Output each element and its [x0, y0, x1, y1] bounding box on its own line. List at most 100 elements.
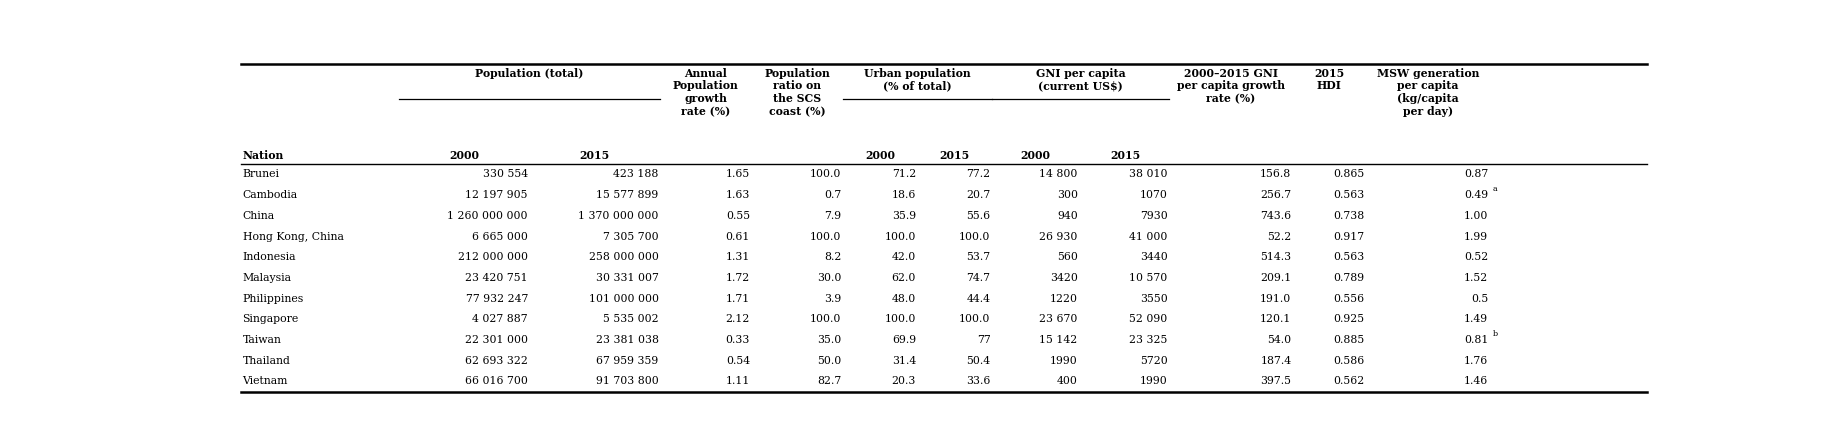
Text: 940: 940	[1057, 211, 1077, 221]
Text: GNI per capita
(current US$): GNI per capita (current US$)	[1035, 68, 1125, 91]
Text: 1.99: 1.99	[1465, 232, 1489, 241]
Text: 30 331 007: 30 331 007	[596, 273, 658, 283]
Text: 300: 300	[1057, 190, 1077, 200]
Text: 0.865: 0.865	[1333, 169, 1364, 180]
Text: 0.87: 0.87	[1463, 169, 1489, 180]
Text: 743.6: 743.6	[1261, 211, 1292, 221]
Text: 3440: 3440	[1140, 252, 1167, 262]
Text: 0.925: 0.925	[1333, 314, 1364, 324]
Text: 1.72: 1.72	[726, 273, 750, 283]
Text: 77 932 247: 77 932 247	[465, 294, 528, 304]
Text: 100.0: 100.0	[884, 232, 915, 241]
Text: 1 260 000 000: 1 260 000 000	[447, 211, 528, 221]
Text: 100.0: 100.0	[811, 314, 842, 324]
Text: 42.0: 42.0	[891, 252, 915, 262]
Text: Hong Kong, China: Hong Kong, China	[243, 232, 344, 241]
Text: Taiwan: Taiwan	[243, 335, 281, 345]
Text: 30.0: 30.0	[818, 273, 842, 283]
Text: Indonesia: Indonesia	[243, 252, 296, 262]
Text: 101 000 000: 101 000 000	[588, 294, 658, 304]
Text: 0.55: 0.55	[726, 211, 750, 221]
Text: 100.0: 100.0	[811, 232, 842, 241]
Text: 2.12: 2.12	[726, 314, 750, 324]
Text: 514.3: 514.3	[1261, 252, 1292, 262]
Text: 1990: 1990	[1140, 376, 1167, 387]
Text: 0.738: 0.738	[1333, 211, 1364, 221]
Text: 1 370 000 000: 1 370 000 000	[579, 211, 658, 221]
Text: 1.52: 1.52	[1463, 273, 1489, 283]
Text: 48.0: 48.0	[891, 294, 915, 304]
Text: 2000: 2000	[866, 150, 895, 161]
Text: 22 301 000: 22 301 000	[465, 335, 528, 345]
Text: Population (total): Population (total)	[476, 68, 583, 78]
Text: Malaysia: Malaysia	[243, 273, 292, 283]
Text: Brunei: Brunei	[243, 169, 279, 180]
Text: 1220: 1220	[1049, 294, 1077, 304]
Text: 91 703 800: 91 703 800	[596, 376, 658, 387]
Text: 35.9: 35.9	[891, 211, 915, 221]
Text: 1.76: 1.76	[1463, 356, 1489, 366]
Text: 23 420 751: 23 420 751	[465, 273, 528, 283]
Text: 6 665 000: 6 665 000	[472, 232, 528, 241]
Text: 69.9: 69.9	[891, 335, 915, 345]
Text: 0.556: 0.556	[1333, 294, 1364, 304]
Text: 54.0: 54.0	[1266, 335, 1292, 345]
Text: 77: 77	[976, 335, 991, 345]
Text: 3550: 3550	[1140, 294, 1167, 304]
Text: 0.61: 0.61	[726, 232, 750, 241]
Text: 1.63: 1.63	[726, 190, 750, 200]
Text: 2015: 2015	[579, 150, 610, 161]
Text: 3.9: 3.9	[823, 294, 842, 304]
Text: 100.0: 100.0	[811, 169, 842, 180]
Text: 62 693 322: 62 693 322	[465, 356, 528, 366]
Text: 0.563: 0.563	[1333, 190, 1364, 200]
Text: 55.6: 55.6	[967, 211, 991, 221]
Text: 100.0: 100.0	[959, 314, 991, 324]
Text: 50.4: 50.4	[967, 356, 991, 366]
Text: 156.8: 156.8	[1261, 169, 1292, 180]
Text: 10 570: 10 570	[1129, 273, 1167, 283]
Text: 212 000 000: 212 000 000	[458, 252, 528, 262]
Text: 18.6: 18.6	[891, 190, 915, 200]
Text: 23 381 038: 23 381 038	[596, 335, 658, 345]
Text: 74.7: 74.7	[967, 273, 991, 283]
Text: 2015: 2015	[939, 150, 970, 161]
Text: 397.5: 397.5	[1261, 376, 1292, 387]
Text: 0.7: 0.7	[823, 190, 842, 200]
Text: 7930: 7930	[1140, 211, 1167, 221]
Text: 33.6: 33.6	[967, 376, 991, 387]
Text: 15 142: 15 142	[1040, 335, 1077, 345]
Text: 44.4: 44.4	[967, 294, 991, 304]
Text: 71.2: 71.2	[891, 169, 915, 180]
Text: 0.49: 0.49	[1465, 190, 1489, 200]
Text: 0.586: 0.586	[1333, 356, 1364, 366]
Text: 0.54: 0.54	[726, 356, 750, 366]
Text: 0.33: 0.33	[726, 335, 750, 345]
Text: 20.3: 20.3	[891, 376, 915, 387]
Text: 1.00: 1.00	[1463, 211, 1489, 221]
Text: 0.563: 0.563	[1333, 252, 1364, 262]
Text: 8.2: 8.2	[823, 252, 842, 262]
Text: 67 959 359: 67 959 359	[597, 356, 658, 366]
Text: b: b	[1492, 330, 1498, 338]
Text: Singapore: Singapore	[243, 314, 300, 324]
Text: 400: 400	[1057, 376, 1077, 387]
Text: 66 016 700: 66 016 700	[465, 376, 528, 387]
Text: a: a	[1492, 185, 1498, 193]
Text: 23 325: 23 325	[1129, 335, 1167, 345]
Text: 2000: 2000	[1020, 150, 1051, 161]
Text: 41 000: 41 000	[1129, 232, 1167, 241]
Text: 7.9: 7.9	[823, 211, 842, 221]
Text: 1.71: 1.71	[726, 294, 750, 304]
Text: Population
ratio on
the SCS
coast (%): Population ratio on the SCS coast (%)	[765, 68, 831, 117]
Text: 50.0: 50.0	[818, 356, 842, 366]
Text: 38 010: 38 010	[1129, 169, 1167, 180]
Text: 20.7: 20.7	[967, 190, 991, 200]
Text: 187.4: 187.4	[1261, 356, 1292, 366]
Text: 0.562: 0.562	[1333, 376, 1364, 387]
Text: 120.1: 120.1	[1261, 314, 1292, 324]
Text: 52 090: 52 090	[1129, 314, 1167, 324]
Text: 7 305 700: 7 305 700	[603, 232, 658, 241]
Text: 15 577 899: 15 577 899	[597, 190, 658, 200]
Text: 53.7: 53.7	[967, 252, 991, 262]
